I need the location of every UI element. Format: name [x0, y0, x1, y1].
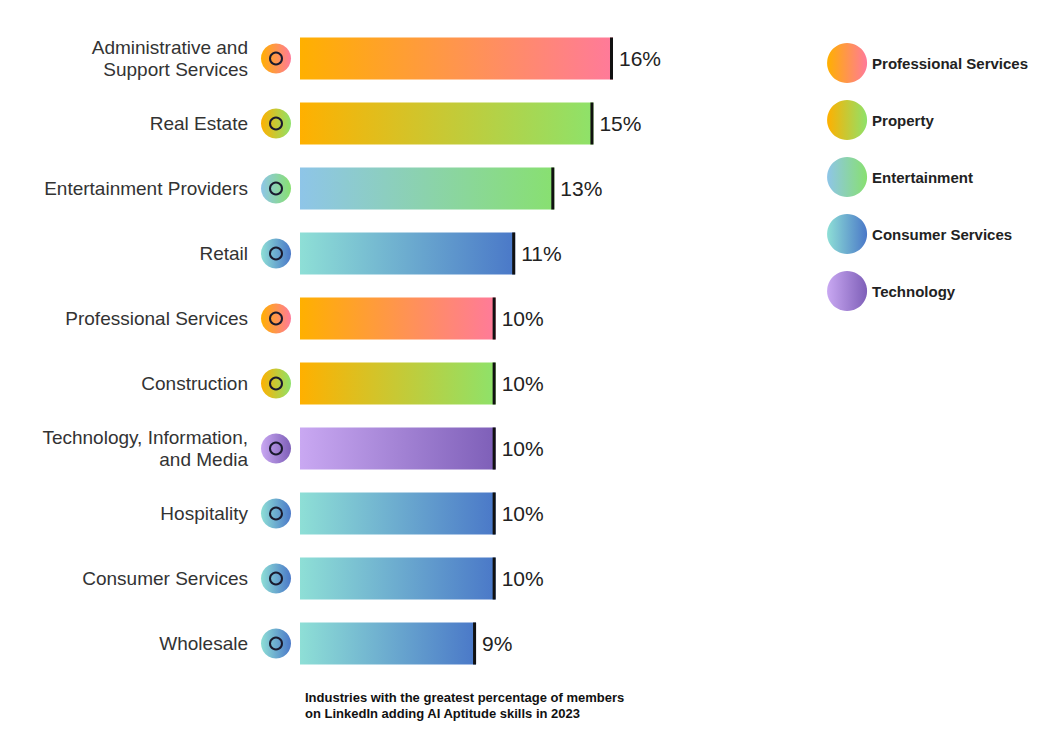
svg-text:10%: 10%	[502, 307, 544, 330]
svg-text:Administrative and: Administrative and	[92, 37, 248, 58]
svg-text:Entertainment Providers: Entertainment Providers	[44, 178, 248, 199]
svg-text:Hospitality: Hospitality	[160, 503, 248, 524]
svg-text:Wholesale: Wholesale	[159, 633, 248, 654]
svg-text:9%: 9%	[482, 632, 512, 655]
svg-text:Consumer Services: Consumer Services	[872, 226, 1012, 243]
svg-text:13%: 13%	[560, 177, 602, 200]
svg-text:Professional Services: Professional Services	[872, 55, 1028, 72]
svg-text:Consumer Services: Consumer Services	[82, 568, 248, 589]
svg-text:Technology, Information,: Technology, Information,	[42, 427, 248, 448]
svg-text:Property: Property	[872, 112, 934, 129]
svg-text:and Media: and Media	[159, 449, 248, 470]
svg-text:16%: 16%	[619, 47, 661, 70]
svg-text:Professional Services: Professional Services	[65, 308, 248, 329]
svg-text:10%: 10%	[502, 437, 544, 460]
svg-text:15%: 15%	[599, 112, 641, 135]
svg-text:10%: 10%	[502, 567, 544, 590]
svg-text:Retail: Retail	[199, 243, 248, 264]
svg-text:Entertainment: Entertainment	[872, 169, 973, 186]
svg-text:Industries with the greatest p: Industries with the greatest percentage …	[305, 690, 624, 705]
svg-text:10%: 10%	[502, 372, 544, 395]
svg-text:Real Estate: Real Estate	[150, 113, 248, 134]
svg-text:10%: 10%	[502, 502, 544, 525]
svg-text:11%: 11%	[521, 242, 561, 265]
svg-text:on LinkedIn adding AI Aptitude: on LinkedIn adding AI Aptitude skills in…	[305, 706, 580, 721]
svg-text:Construction: Construction	[141, 373, 248, 394]
svg-text:Support Services: Support Services	[103, 59, 248, 80]
svg-text:Technology: Technology	[872, 283, 956, 300]
